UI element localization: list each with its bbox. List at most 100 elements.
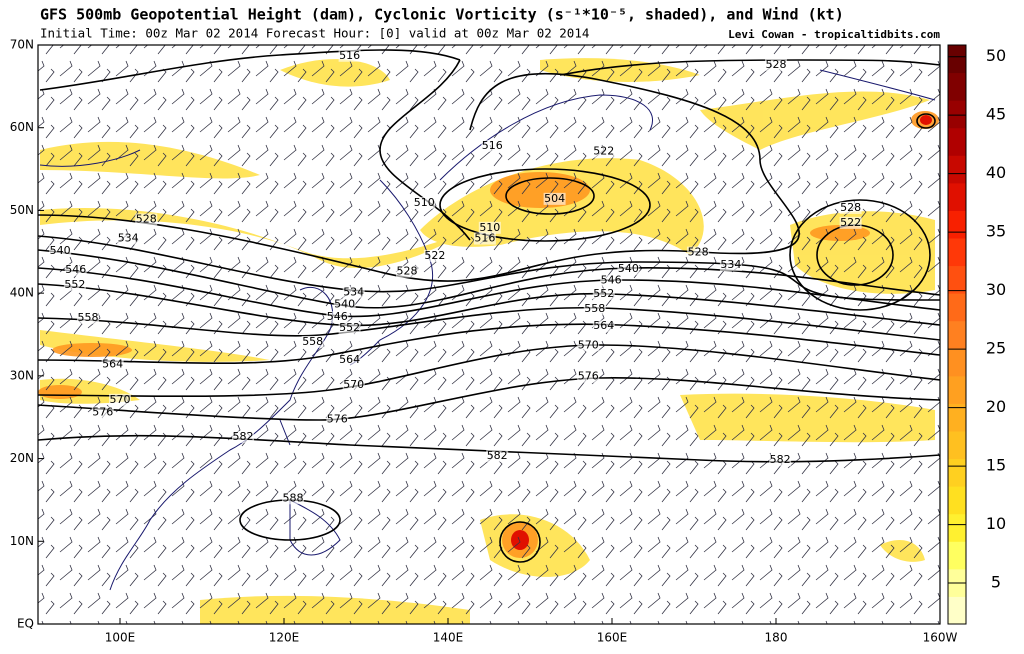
colorbar-tick-label: 30 (986, 280, 1006, 299)
colorbar-band (948, 127, 966, 156)
lat-tick-label: 50N (10, 203, 34, 217)
contour-label-bg (117, 232, 140, 245)
contour-label: 522 (424, 249, 445, 262)
lat-tick-label: 70N (10, 38, 34, 52)
colorbar-band (948, 293, 966, 322)
contour-label-bg (77, 311, 100, 324)
colorbar-tick-label: 40 (986, 163, 1006, 182)
contour-label: 528 (688, 246, 709, 259)
colorbar-band (948, 182, 966, 211)
contour-label: 540 (50, 244, 71, 257)
contour-label: 570 (578, 338, 599, 351)
contour-label: 570 (343, 378, 364, 391)
lat-tick-label: 10N (10, 534, 34, 548)
contour-label-bg (481, 139, 504, 152)
lat-tick-label: 40N (10, 286, 34, 300)
contour-label-bg (577, 370, 600, 383)
colorbar-band (948, 375, 966, 404)
contour-label: 582 (770, 453, 791, 466)
contour-label: 576 (92, 405, 113, 418)
contour-label-bg (543, 192, 566, 205)
colorbar-tick-label: 50 (986, 46, 1006, 65)
colorbar-band (948, 348, 966, 377)
map-credit: Levi Cowan - tropicaltidbits.com (728, 28, 940, 41)
colorbar-band (948, 431, 966, 460)
contour-label-bg (91, 406, 114, 419)
map-frame (37, 44, 941, 625)
contour-label-bg (49, 244, 72, 257)
contour-label-bg (63, 278, 86, 291)
lat-tick-label: 60N (10, 120, 34, 134)
contour-label-bg (64, 263, 87, 276)
contour-label-bg (413, 196, 436, 209)
contour-label: 528 (766, 58, 787, 71)
lat-tick-label: 30N (10, 368, 34, 382)
contour-label: 546 (65, 263, 86, 276)
lon-tick-label: 140E (433, 631, 464, 645)
lon-tick-label: 100E (105, 631, 136, 645)
wind-barbs (38, 45, 940, 624)
contour-label-bg (592, 287, 615, 300)
lat-tick-label: 20N (10, 451, 34, 465)
contour-label: 552 (593, 287, 614, 300)
colorbar-tick-label: 10 (986, 514, 1006, 533)
contour-label-bg (583, 302, 606, 315)
colorbar-band (948, 238, 966, 267)
contour-label: 534 (720, 258, 741, 271)
contour-label-bg (577, 339, 600, 352)
contour-label: 546 (601, 274, 622, 287)
lon-tick-label: 120E (269, 631, 300, 645)
contour-label: 564 (339, 353, 360, 366)
contour-label-bg (338, 49, 361, 62)
colorbar-band (948, 403, 966, 432)
contour-label: 552 (339, 321, 360, 334)
contour-label-bg (839, 216, 862, 229)
contour-label: 534 (343, 285, 364, 298)
contour-label-bg (839, 201, 862, 214)
contour-label: 510 (479, 221, 500, 234)
contour-label: 582 (233, 430, 254, 443)
lon-tick-label: 160W (923, 631, 958, 645)
contour-label: 582 (487, 449, 508, 462)
colorbar-band (948, 155, 966, 184)
colorbar-band (948, 100, 966, 129)
contour-label-bg (423, 249, 446, 262)
colorbar-band (948, 320, 966, 349)
colorbar-frame (947, 44, 967, 625)
colorbar-band (948, 541, 966, 570)
contour-label: 558 (78, 311, 99, 324)
contour-label: 522 (840, 216, 861, 229)
colorbar-tick-label: 25 (986, 339, 1006, 358)
contour-label: 558 (302, 335, 323, 348)
colorbar-band (948, 210, 966, 239)
map-axes: 100E 120E 140E 160E 180 160W EQ 10N 20N 30N 40N 50N… (10, 38, 958, 645)
contour-label-bg (592, 320, 615, 333)
contour-label-bg (478, 221, 501, 234)
colorbar-band (948, 486, 966, 515)
contour-label-bg (109, 393, 131, 406)
contour-label: 516 (482, 139, 503, 152)
contour-label: 552 (64, 278, 85, 291)
contour-label-bg (719, 259, 742, 272)
lon-tick-label: 180 (765, 631, 788, 645)
contour-label-bg (333, 298, 356, 311)
contour-label: 534 (118, 232, 139, 245)
contour-label-bg (765, 58, 787, 71)
height-contours (38, 49, 940, 563)
contour-label: 588 (283, 491, 304, 504)
colorbar-band (948, 45, 966, 74)
contour-label-bg (769, 454, 792, 467)
colorbar-band (948, 513, 966, 542)
colorbar-tick-label: 5 (991, 573, 1001, 592)
contour-label-bg (338, 321, 361, 334)
contour-label-bg (232, 431, 254, 444)
contour-label: 516 (474, 232, 495, 245)
contour-label: 510 (414, 196, 435, 209)
contour-label-bg (396, 265, 418, 278)
contour-label: 522 (593, 145, 614, 158)
colorbar-band (948, 265, 966, 294)
contour-label-bg (342, 286, 365, 299)
contour-label-bg (486, 450, 509, 463)
